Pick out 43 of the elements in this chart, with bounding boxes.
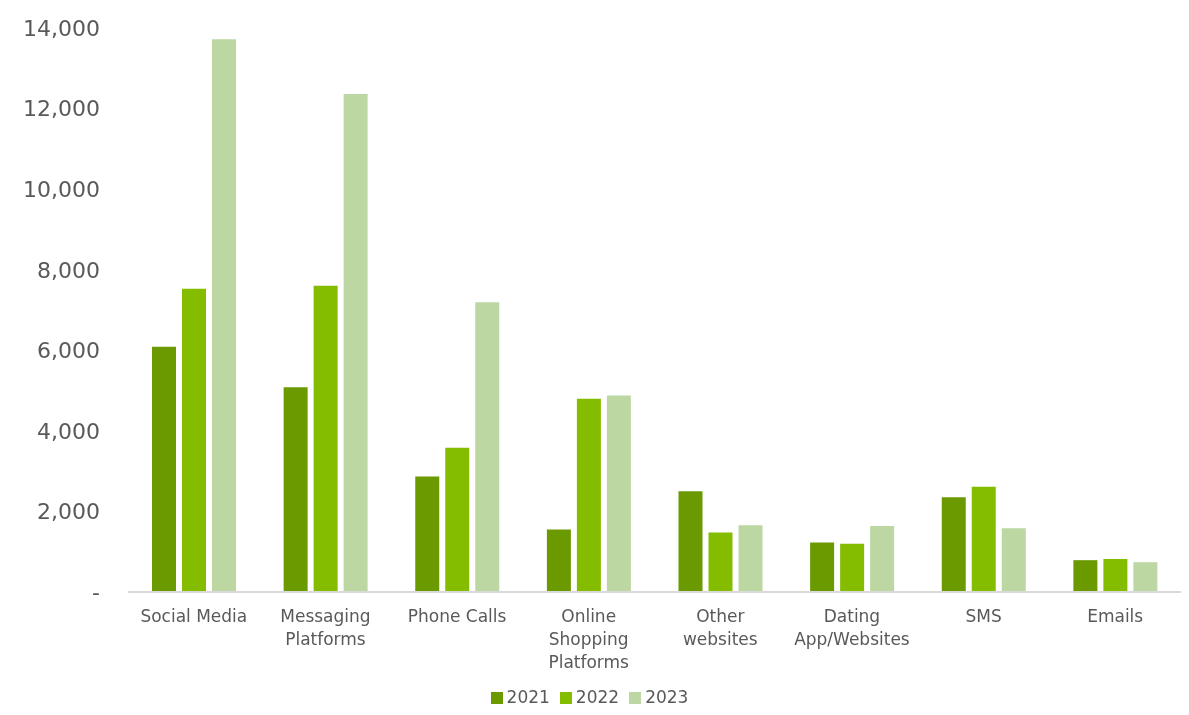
y-tick-label: 10,000 xyxy=(23,176,100,202)
bar xyxy=(606,395,631,592)
bar xyxy=(708,532,733,592)
y-tick-label: 12,000 xyxy=(23,96,100,122)
bar xyxy=(576,398,601,592)
bar xyxy=(546,529,571,592)
legend-label: 2022 xyxy=(575,687,620,707)
bar xyxy=(475,302,500,592)
y-tick-label: - xyxy=(92,579,100,605)
bar xyxy=(445,447,470,592)
x-tick-label: Emails xyxy=(1087,606,1144,627)
bar xyxy=(840,543,865,592)
y-tick-label: 2,000 xyxy=(37,499,100,525)
x-tick-label: Other websites xyxy=(682,606,758,650)
bar xyxy=(152,346,176,592)
x-tick-label: Online Shopping Platforms xyxy=(548,606,630,673)
bar xyxy=(810,542,835,592)
bar xyxy=(212,39,236,592)
x-tick-label: SMS xyxy=(965,606,1002,627)
bar xyxy=(343,94,368,592)
bar xyxy=(1133,562,1158,592)
bar xyxy=(415,476,440,592)
bar xyxy=(283,387,308,592)
bar xyxy=(941,497,966,592)
y-tick-label: 6,000 xyxy=(37,338,100,364)
x-tick-label: Phone Calls xyxy=(407,606,507,627)
bar xyxy=(313,285,338,592)
bar xyxy=(182,288,206,592)
x-tick-label: Messaging Platforms xyxy=(280,606,371,650)
y-tick-label: 4,000 xyxy=(37,418,100,444)
legend-label: 2023 xyxy=(645,687,689,707)
legend-label: 2021 xyxy=(506,687,550,707)
bar xyxy=(678,491,703,592)
y-tick-label: 14,000 xyxy=(23,15,100,41)
bar xyxy=(1001,528,1026,592)
bar xyxy=(1073,560,1098,592)
x-tick-label: Social Media xyxy=(140,606,248,627)
bar xyxy=(1103,558,1128,592)
bar xyxy=(870,525,895,592)
bar xyxy=(738,525,763,592)
y-tick-label: 8,000 xyxy=(37,257,100,283)
bar xyxy=(971,486,996,592)
x-tick-label: Dating App/Websites xyxy=(794,606,910,650)
